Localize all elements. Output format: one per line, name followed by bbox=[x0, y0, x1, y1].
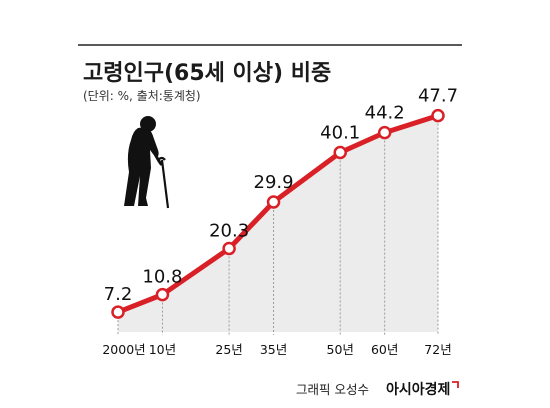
chart-title: 고령인구(65세 이상) 비중 bbox=[83, 61, 331, 86]
data-point-2010 bbox=[155, 287, 170, 302]
data-label-2035: 29.9 bbox=[254, 172, 294, 193]
data-point-2072 bbox=[431, 108, 445, 123]
data-point-2060 bbox=[377, 125, 392, 140]
data-label-2000: 7.2 bbox=[104, 284, 133, 305]
x-tick-2000: 2000년 bbox=[102, 342, 145, 357]
x-tick-2072: 72년 bbox=[424, 342, 451, 357]
x-tick-2060: 60년 bbox=[371, 342, 398, 357]
data-point-2050 bbox=[333, 145, 347, 160]
data-label-2025: 20.3 bbox=[209, 221, 249, 242]
data-label-2050: 40.1 bbox=[320, 123, 360, 144]
brand-mark-icon bbox=[452, 381, 459, 388]
graphic-credit: 그래픽 오성수 bbox=[296, 382, 369, 397]
data-label-2060: 44.2 bbox=[365, 103, 405, 124]
data-point-2025 bbox=[222, 241, 236, 256]
data-label-2010: 10.8 bbox=[142, 267, 182, 288]
elderly-person-with-cane-icon bbox=[124, 116, 170, 209]
x-tick-2050: 50년 bbox=[327, 342, 354, 357]
data-point-2000 bbox=[111, 305, 125, 319]
x-tick-2025: 25년 bbox=[215, 342, 242, 357]
x-tick-2010: 10년 bbox=[149, 342, 176, 357]
x-tick-2035: 35년 bbox=[260, 342, 287, 357]
area-fill bbox=[118, 115, 438, 332]
brand-name: 아시아경제 bbox=[386, 381, 450, 398]
data-point-2035 bbox=[266, 195, 281, 209]
chart-subtitle: (단위: %, 출처:통계청) bbox=[83, 89, 201, 103]
data-label-2072: 47.7 bbox=[418, 86, 458, 107]
